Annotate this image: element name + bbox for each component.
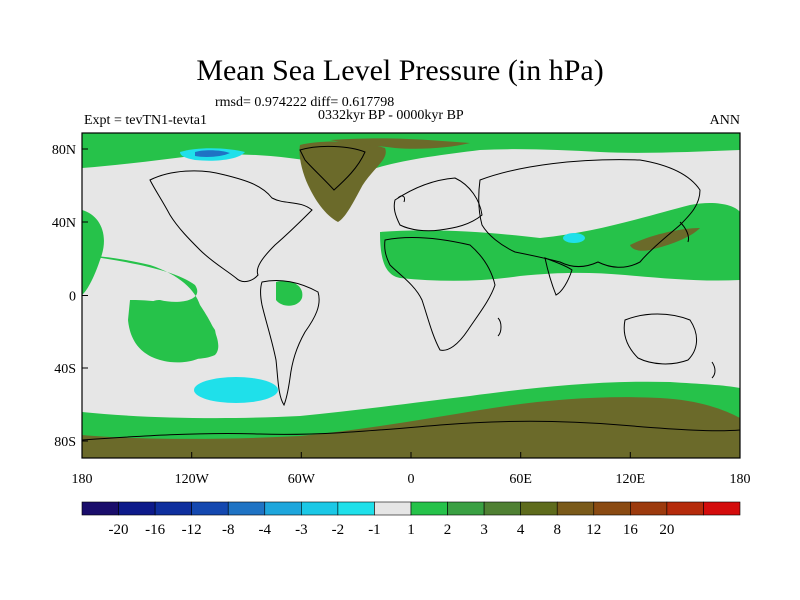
colorbar-label: -12 [182,522,202,538]
colorbar-label: 16 [623,522,639,538]
colorbar-swatch [264,501,302,516]
europe-coast [393,177,483,232]
colorbar-label: -2 [332,522,345,538]
period-text: 0332kyr BP - 0000kyr BP [318,108,464,123]
colorbar-label: 12 [586,522,601,538]
colorbar-swatch [410,501,448,516]
lat-tick-label: 40N [52,216,76,231]
lat-tick-label: 80S [54,435,76,450]
lon-tick-label: 180 [730,472,751,487]
uk-coast [397,195,405,203]
australia-coast [623,313,697,365]
colorbar-swatch [301,501,339,516]
lat-tick-label: 0 [69,290,76,305]
colorbar-swatch [374,501,412,516]
china-olive [630,228,700,251]
colorbar-label: -16 [145,522,165,538]
map-title: Mean Sea Level Pressure (in hPa) [196,54,604,87]
lon-tick-label: 120E [616,472,646,487]
japan-coast [679,221,689,243]
colorbar-swatch [630,501,668,516]
colorbar-swatch [191,501,229,516]
colorbar-swatch [118,501,156,516]
lon-tick-label: 0 [408,472,415,487]
lon-tick-label: 120W [175,472,210,487]
map-area [82,133,740,458]
colorbar-swatch [703,501,741,516]
south-pacific-blob [128,300,216,363]
colorbar-swatch [666,501,704,516]
colorbar-label: 1 [407,522,415,538]
axis-ticks: 180 120W 60W 0 60E 120E 180 80N 40N 0 40S 80S [52,143,751,487]
atlantic-blob [276,280,303,306]
new-zealand-coast [711,361,716,379]
colorbar-swatch [520,501,558,516]
arctic-band [82,133,740,170]
stats-text: rmsd= 0.974222 diff= 0.617798 [215,95,394,110]
colorbar-swatch [593,501,631,516]
negative-anomaly-regions [180,148,585,403]
arctic-olive [330,138,470,149]
colorbar-label: 2 [444,522,452,538]
south-pacific-cyan [194,377,278,403]
canada-arctic-blue [195,150,230,157]
greenland-coast [299,145,366,191]
africa-coast [384,237,496,351]
lon-tick-label: 60E [509,472,532,487]
asia-coast [478,159,701,268]
colorbar-swatch [227,501,266,516]
antarctica-coast [82,420,740,441]
colorbar-label: 4 [517,522,525,538]
india-coast [544,257,573,296]
colorbar-swatch [556,501,595,516]
colorbar-label: -20 [109,522,129,538]
lat-tick-label: 40S [54,362,76,377]
colorbar-label: 3 [480,522,488,538]
madagascar-coast [497,317,502,337]
colorbar-swatch [154,501,192,516]
asia-cyan [563,233,585,243]
colorbar-swatch [447,501,485,516]
colorbar-swatch [337,501,375,516]
colorbar: -20 -16 -12 -8 -4 -3 -2 -1 1 2 3 4 8 12 16 20 [81,501,741,538]
north-america-coast [149,170,313,283]
colorbar-label: -1 [368,522,381,538]
north-pacific-east [82,210,104,295]
colorbar-swatch [81,501,119,516]
coastlines [82,145,740,441]
eurasia-band [380,202,740,281]
colorbar-label: -8 [222,522,235,538]
lon-tick-label: 180 [72,472,93,487]
colorbar-label: 20 [659,522,674,538]
colorbar-label: 8 [553,522,561,538]
expt-text: Expt = tevTN1-tevta1 [84,113,207,128]
colorbar-swatch [483,501,521,516]
colorbar-label: -4 [259,522,272,538]
colorbar-label: -3 [295,522,308,538]
lat-tick-label: 80N [52,143,76,158]
lon-tick-label: 60W [288,472,316,487]
south-america-coast [260,279,320,407]
season-text: ANN [710,113,740,128]
